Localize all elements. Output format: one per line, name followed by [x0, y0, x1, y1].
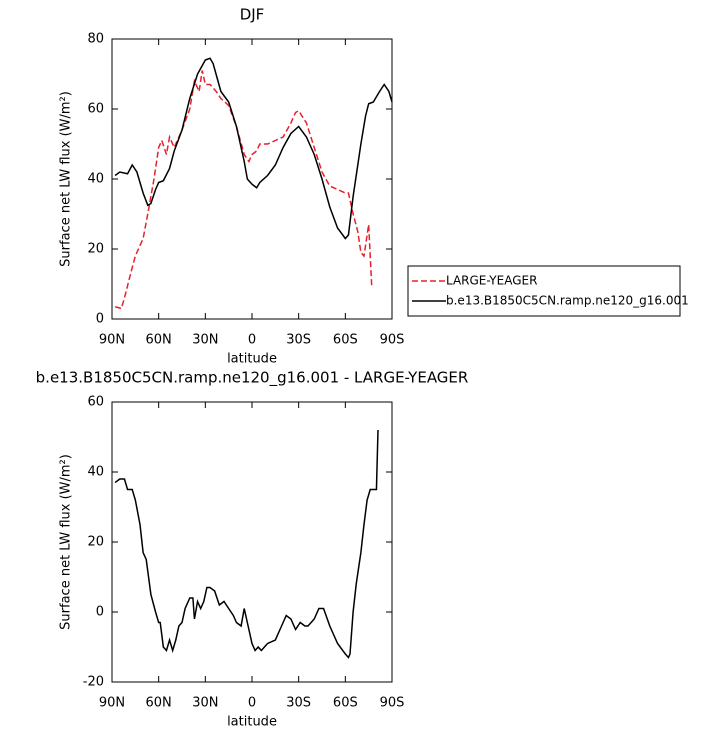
x-tick-label: 30N — [192, 333, 218, 348]
y-tick-label: 80 — [87, 32, 104, 47]
chart-title: b.e13.B1850C5CN.ramp.ne120_g16.001 - LAR… — [36, 369, 469, 388]
y-tick-label: 20 — [87, 535, 104, 550]
x-tick-label: 90S — [380, 333, 405, 348]
y-tick-label: 40 — [87, 172, 104, 187]
y-tick-label: 0 — [96, 312, 104, 327]
chart-title: DJF — [240, 6, 265, 24]
x-tick-label: 30N — [192, 696, 218, 711]
x-tick-label: 60S — [333, 696, 358, 711]
y-tick-label: 20 — [87, 242, 104, 257]
series-line — [114, 70, 373, 310]
x-tick-label: 0 — [248, 696, 256, 711]
x-tick-label: 90S — [380, 696, 405, 711]
x-axis-label: latitude — [227, 715, 277, 730]
x-axis-label: latitude — [227, 352, 277, 367]
y-tick-label: 60 — [87, 395, 104, 410]
series-line — [114, 429, 379, 659]
legend-box — [407, 265, 681, 317]
series-line — [114, 57, 393, 240]
x-tick-label: 90N — [99, 333, 125, 348]
x-tick-label: 30S — [286, 696, 311, 711]
plot-frame — [111, 401, 393, 683]
x-tick-label: 60S — [333, 333, 358, 348]
y-tick-label: 40 — [87, 465, 104, 480]
y-tick-label: -20 — [83, 675, 104, 690]
x-tick-label: 60N — [146, 696, 172, 711]
x-tick-label: 90N — [99, 696, 125, 711]
x-tick-label: 60N — [146, 333, 172, 348]
y-axis-label: Surface net LW flux (W/m²) — [59, 91, 74, 267]
legend-label: b.e13.B1850C5CN.ramp.ne120_g16.001 — [446, 294, 689, 308]
x-tick-label: 0 — [248, 333, 256, 348]
y-axis-label: Surface net LW flux (W/m²) — [59, 454, 74, 630]
x-tick-label: 30S — [286, 333, 311, 348]
y-tick-label: 60 — [87, 102, 104, 117]
legend-label: LARGE-YEAGER — [446, 274, 537, 288]
y-tick-label: 0 — [96, 605, 104, 620]
